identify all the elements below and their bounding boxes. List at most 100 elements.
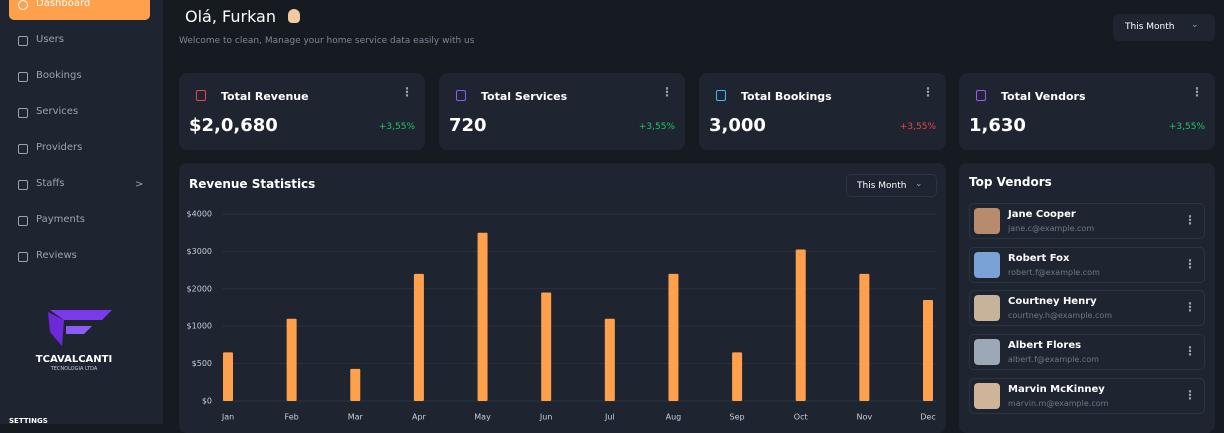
bar [668, 273, 679, 401]
vendor-name: Jane Cooper [1008, 209, 1076, 220]
vendor-row[interactable]: Albert Flores albert.f@example.com ⋮ [969, 334, 1205, 371]
stat-value: 720 [449, 115, 487, 136]
nav-item[interactable]: Users [36, 34, 65, 45]
vendor-avatar [974, 251, 1000, 278]
nav-item[interactable]: Reviews [36, 250, 77, 261]
nav-icon [18, 36, 28, 46]
vendor-name: Albert Flores [1008, 340, 1082, 352]
vendor-avatar [974, 382, 1000, 409]
vendor-avatar [974, 208, 1000, 234]
x-tick-label: May [474, 413, 491, 422]
stat-value: $2,0,680 [189, 115, 278, 136]
bar [923, 300, 933, 401]
stat-change: +3,55% [638, 122, 675, 132]
stat-title: Total Services [481, 90, 568, 103]
stat-value: 1,630 [969, 115, 1026, 136]
chart-period-dropdown[interactable]: This Month ⌄ [846, 174, 937, 197]
nav-item[interactable]: Payments [36, 214, 85, 225]
more-menu[interactable]: ⋮ [1184, 213, 1196, 227]
vendor-email: courtney.h@example.com [1008, 311, 1113, 321]
nav-item[interactable]: Staffs [36, 178, 65, 189]
bar [732, 352, 743, 401]
more-menu[interactable]: ⋮ [1184, 300, 1196, 315]
stat-icon [196, 90, 206, 101]
vendor-name: Marvin McKinney [1008, 383, 1105, 395]
nav-item[interactable]: Providers [36, 142, 83, 153]
x-tick-label: Mar [348, 413, 364, 422]
vendor-row[interactable]: Jane Cooper jane.c@example.com ⋮ [969, 203, 1205, 239]
subtitle: Welcome to clean, Manage your home servi… [179, 36, 475, 46]
nav-item[interactable]: Services [36, 106, 79, 117]
vendors-title: Top Vendors [969, 175, 1052, 189]
bar [541, 292, 552, 401]
more-menu[interactable]: ⋮ [1184, 387, 1196, 402]
greeting: Olá, Furkan [185, 7, 276, 26]
vendor-email: marvin.m@example.com [1008, 398, 1109, 408]
bar [795, 249, 806, 401]
bar [859, 273, 870, 401]
stat-icon [716, 90, 726, 101]
chevron: ⌄ [915, 179, 923, 189]
chart-period-label: This Month [857, 181, 907, 191]
bar [350, 368, 361, 401]
y-tick-label: $2000 [187, 284, 212, 293]
vendor-row[interactable]: Robert Fox robert.f@example.com ⋮ [969, 246, 1205, 283]
nav-icon [18, 180, 28, 190]
vendor-name: Courtney Henry [1008, 296, 1097, 308]
stat-value: 3,000 [709, 115, 766, 136]
chevron: ⌄ [1191, 20, 1199, 30]
logo-tagline: TECNOLOGIA LTDA [50, 366, 98, 372]
vendor-email: jane.c@example.com [1008, 224, 1095, 233]
y-tick-label: $1000 [187, 322, 212, 331]
vendor-email: albert.f@example.com [1008, 355, 1099, 365]
active-nav[interactable] [9, 0, 150, 20]
vendor-row[interactable]: Marvin McKinney marvin.m@example.com ⋮ [969, 377, 1205, 414]
nav-icon [18, 252, 28, 262]
vendor-avatar [974, 295, 1000, 322]
bar [604, 318, 615, 401]
more-menu[interactable]: ⋮ [1184, 256, 1196, 271]
bar-chart: $0 $500 $1000 $2000 $3000 $4000 Jan Feb Mar Apr Ma… [187, 210, 936, 422]
x-tick-label: Jul [604, 413, 615, 422]
nav-icon [18, 108, 28, 118]
stat-card: Total Revenue $2,0,680 +3,55% ⋮ [179, 73, 425, 150]
vendor-name: Robert Fox [1008, 252, 1070, 264]
chart-card: Revenue Statistics This Month ⌄ $0 $500 $1… [179, 163, 946, 433]
more-menu[interactable]: ⋮ [1184, 344, 1196, 359]
vendor-row[interactable]: Courtney Henry courtney.h@example.com ⋮ [969, 290, 1205, 327]
nav-icon [18, 0, 28, 10]
vendors-card: Top Vendors Jane Cooper jane.c@example.co… [959, 163, 1215, 433]
more-menu[interactable]: ⋮ [661, 85, 673, 99]
period-label: This Month [1125, 22, 1175, 32]
x-tick-label: Jun [539, 413, 553, 422]
x-tick-label: Nov [857, 413, 873, 422]
bar [413, 273, 424, 401]
x-tick-label: Dec [920, 413, 935, 422]
x-tick-label: Apr [412, 413, 427, 422]
more-menu[interactable]: ⋮ [401, 85, 413, 99]
x-tick-label: Sep [730, 413, 745, 422]
more-menu[interactable]: ⋮ [922, 85, 934, 99]
y-tick-label: $0 [202, 397, 212, 406]
stat-icon [456, 90, 466, 101]
chart-title: Revenue Statistics [189, 177, 316, 191]
nav-item[interactable]: Dashboard [36, 0, 91, 9]
section-label: SETTINGS [9, 417, 48, 425]
more-menu[interactable]: ⋮ [1191, 85, 1203, 99]
stat-change: +3,55% [378, 122, 415, 132]
bar [477, 232, 488, 401]
x-tick-label: Feb [285, 413, 299, 422]
nav-icon [18, 216, 28, 226]
stat-icon [976, 90, 986, 101]
stat-card: Total Bookings 3,000 +3,55% ⋮ [699, 73, 946, 150]
stat-title: Total Bookings [741, 90, 832, 103]
logo-name: TCAVALCANTI [35, 354, 113, 365]
nav-item[interactable]: Bookings [36, 70, 82, 81]
x-tick-label: Oct [794, 413, 808, 422]
period-dropdown[interactable]: This Month ⌄ [1113, 14, 1215, 41]
stat-card: Total Vendors 1,630 +3,55% ⋮ [959, 73, 1215, 150]
bar [223, 352, 233, 401]
stat-title: Total Vendors [1001, 90, 1086, 103]
stat-title: Total Revenue [221, 90, 309, 103]
